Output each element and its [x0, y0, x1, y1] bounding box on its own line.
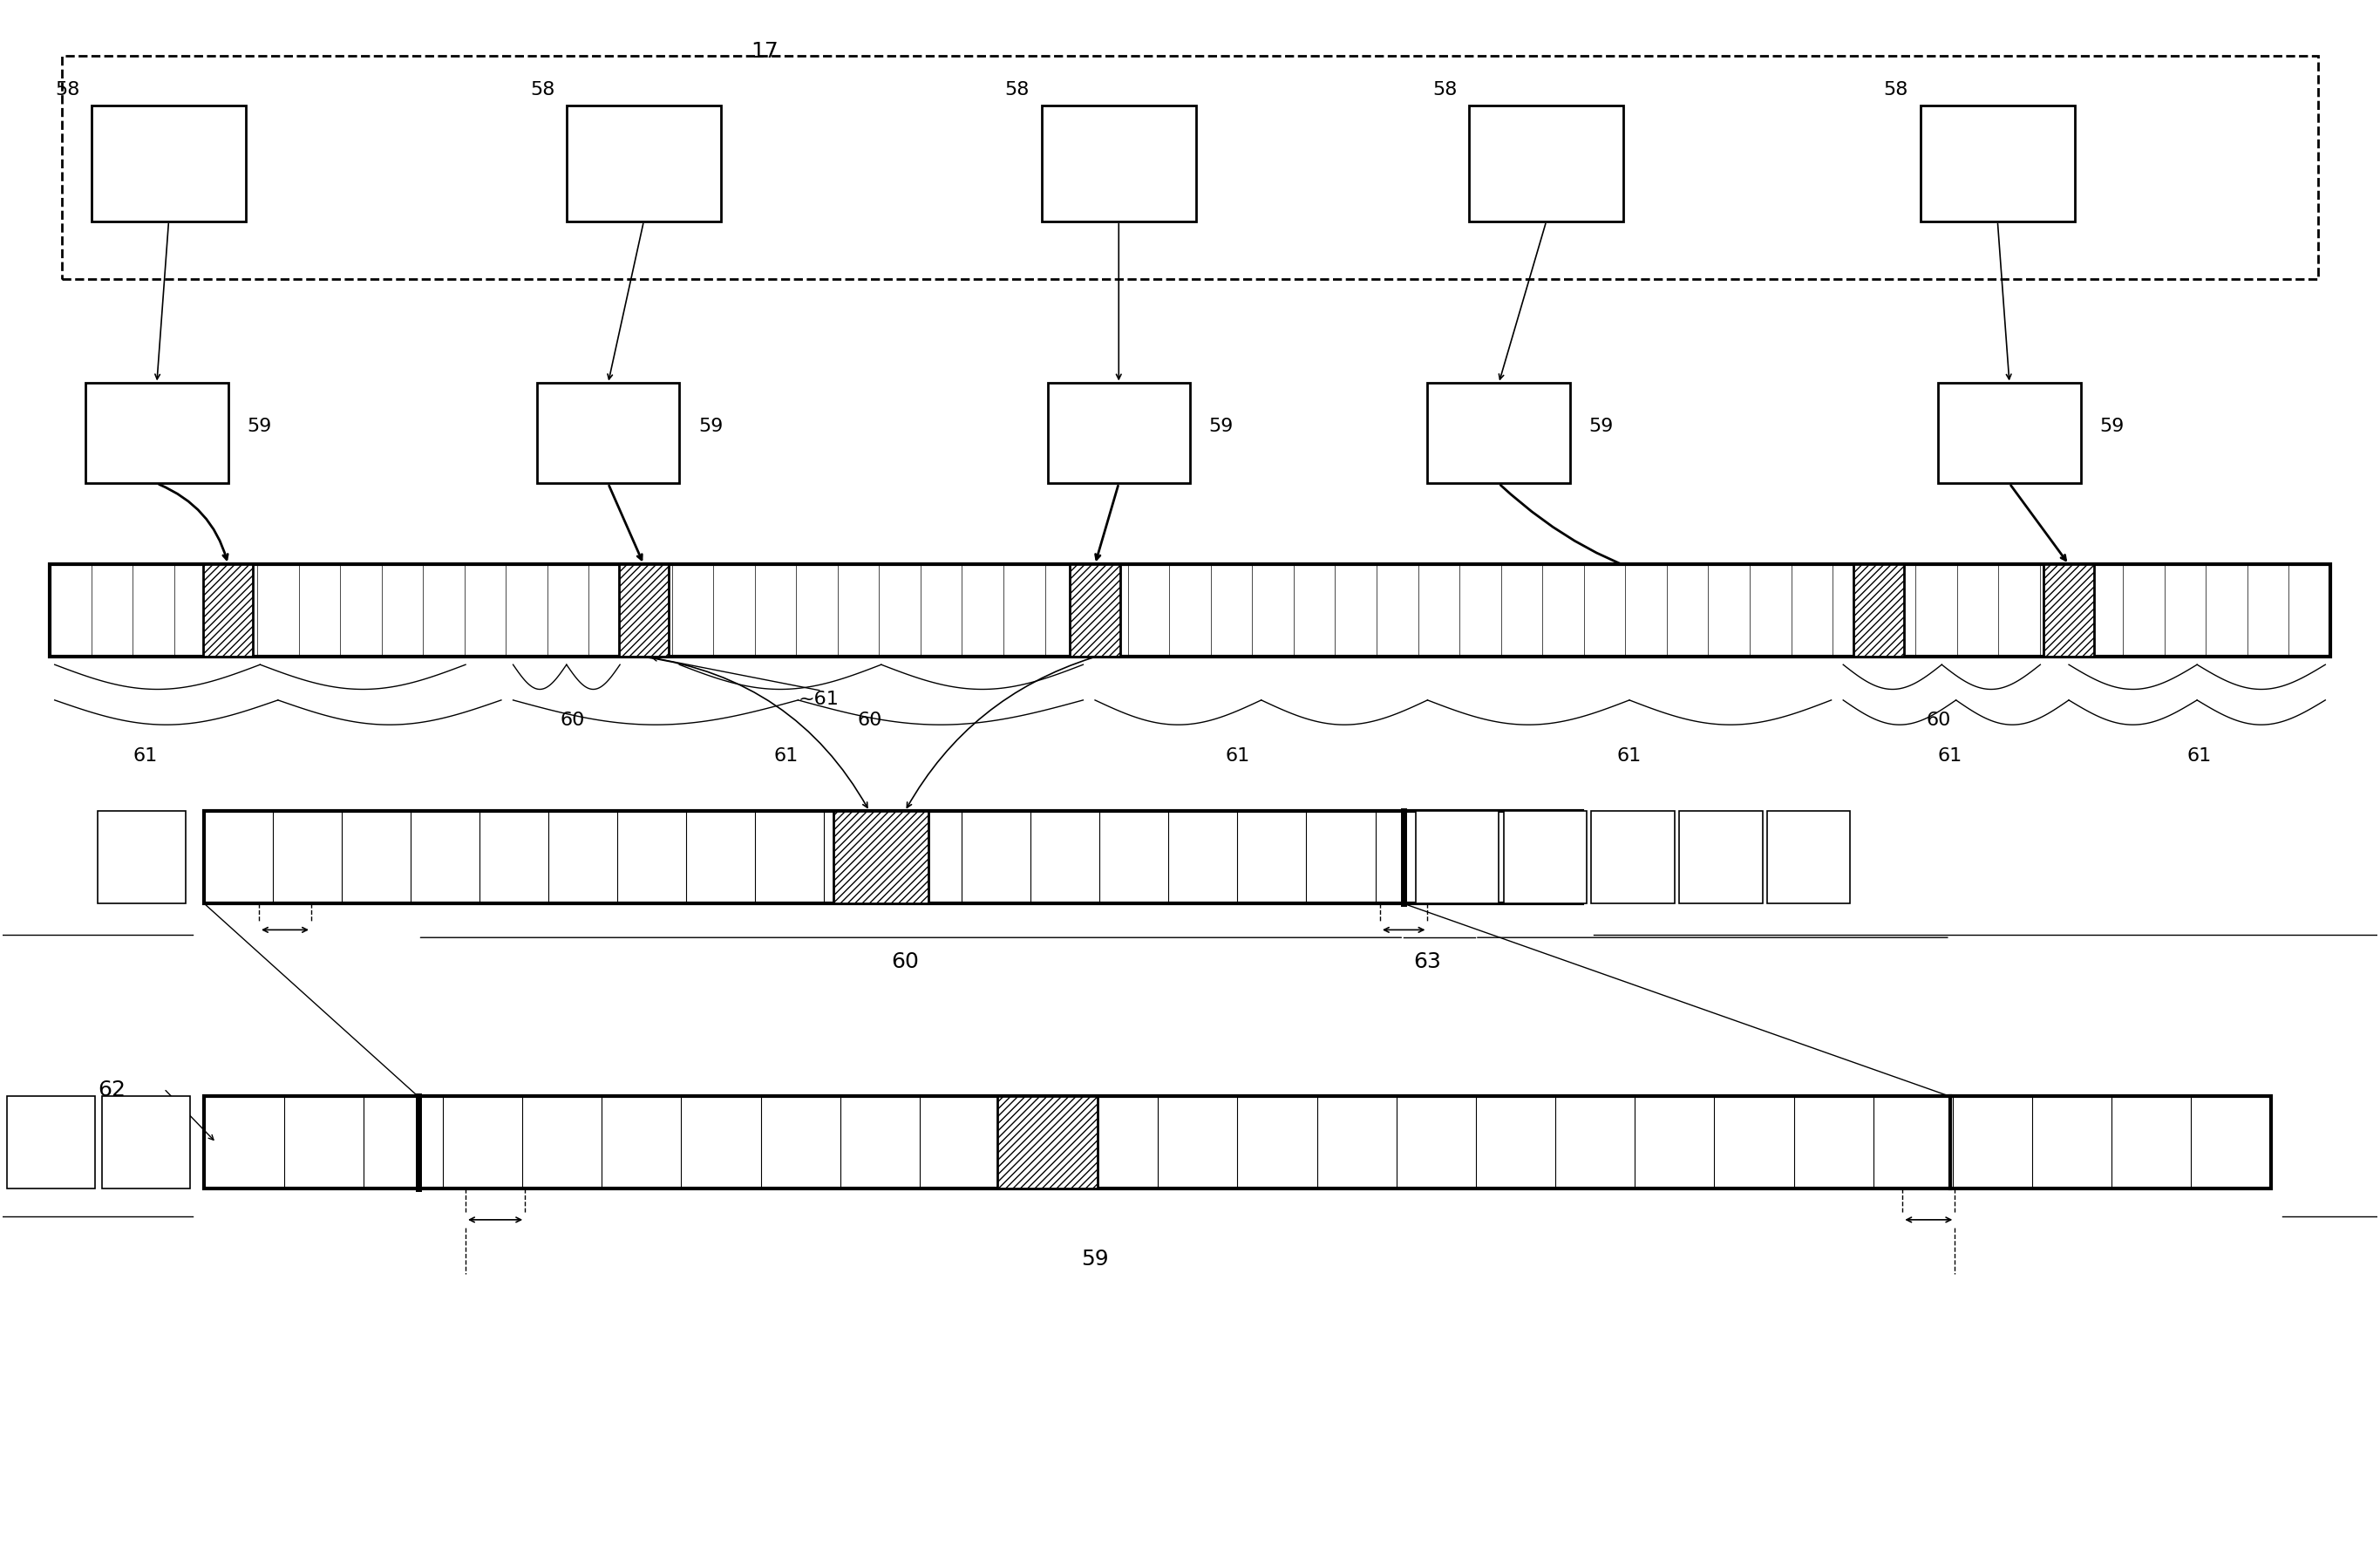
Text: 58: 58 — [1004, 82, 1031, 99]
Text: 62: 62 — [98, 1079, 126, 1099]
Bar — [50, 564, 2330, 657]
Text: 61: 61 — [1937, 747, 1964, 764]
Bar — [997, 1096, 1097, 1189]
Bar — [90, 107, 245, 223]
Text: 60: 60 — [1925, 711, 1952, 728]
Bar — [7, 1096, 95, 1189]
Bar — [1428, 383, 1571, 484]
Text: 61: 61 — [2187, 747, 2211, 764]
Bar — [1592, 812, 1676, 904]
Bar — [1680, 812, 1764, 904]
Text: 58: 58 — [1433, 82, 1457, 99]
Text: 59: 59 — [1081, 1248, 1109, 1269]
Text: ~61: ~61 — [797, 691, 840, 708]
Bar — [202, 564, 252, 657]
Text: 58: 58 — [531, 82, 555, 99]
Bar — [205, 1096, 2271, 1189]
Bar — [1416, 812, 1499, 904]
Bar — [98, 812, 186, 904]
Text: 59: 59 — [2099, 417, 2125, 434]
Bar — [1854, 564, 1904, 657]
Bar — [1071, 564, 1121, 657]
Text: 58: 58 — [1883, 82, 1909, 99]
Text: 60: 60 — [559, 711, 585, 728]
Text: 61: 61 — [133, 747, 157, 764]
Bar — [1468, 107, 1623, 223]
Bar — [619, 564, 669, 657]
Bar — [1504, 812, 1587, 904]
Text: 61: 61 — [1616, 747, 1642, 764]
Text: 60: 60 — [857, 711, 881, 728]
Text: 59: 59 — [697, 417, 724, 434]
Bar — [102, 1096, 190, 1189]
Text: 59: 59 — [1590, 417, 1614, 434]
Text: 60: 60 — [890, 951, 919, 971]
Text: 17: 17 — [750, 40, 778, 62]
Bar — [2044, 564, 2094, 657]
Bar — [1937, 383, 2080, 484]
Bar — [205, 812, 1583, 904]
Bar — [566, 107, 721, 223]
Text: 61: 61 — [1226, 747, 1250, 764]
Text: 59: 59 — [248, 417, 271, 434]
Bar — [1047, 383, 1190, 484]
Text: 61: 61 — [774, 747, 800, 764]
Bar — [86, 383, 228, 484]
Bar — [538, 383, 678, 484]
Text: 63: 63 — [1414, 951, 1442, 971]
Bar — [1921, 107, 2075, 223]
Text: 59: 59 — [1209, 417, 1233, 434]
Bar — [833, 812, 928, 904]
Bar — [1768, 812, 1849, 904]
Text: 58: 58 — [55, 82, 79, 99]
FancyBboxPatch shape — [62, 56, 2318, 280]
Bar — [1042, 107, 1195, 223]
